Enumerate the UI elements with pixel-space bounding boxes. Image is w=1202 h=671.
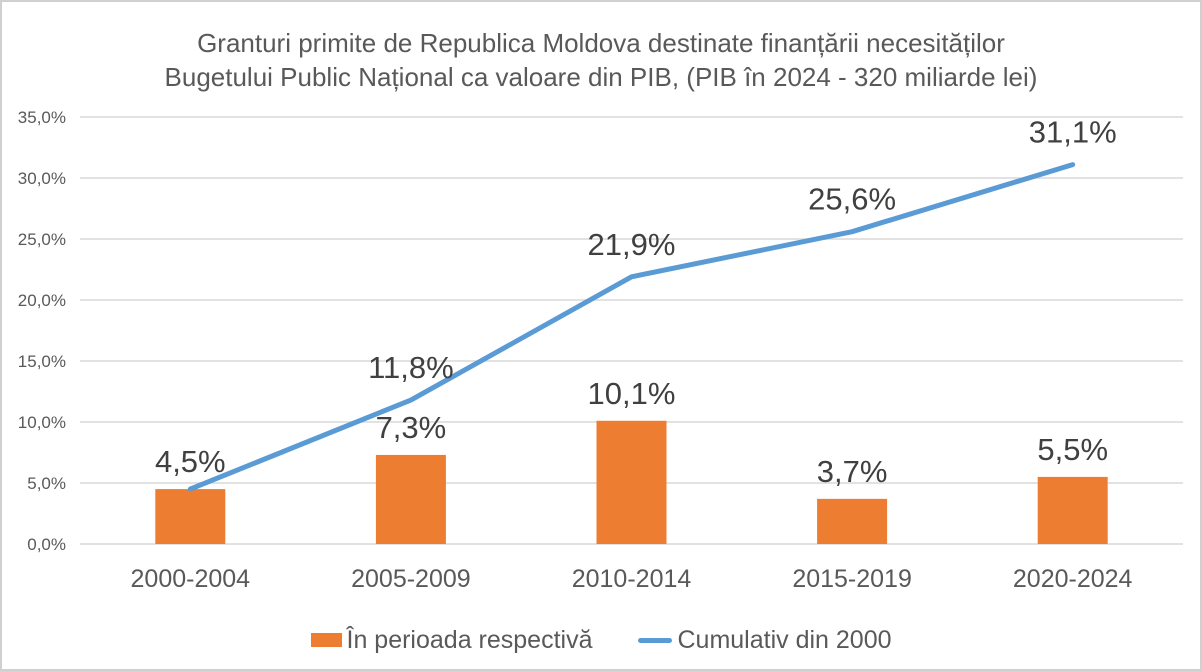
bar-data-label: 4,5%: [155, 444, 226, 479]
line-data-label: 11,8%: [368, 350, 454, 385]
bar-data-label: 5,5%: [1037, 432, 1108, 467]
line-series: [187, 162, 1076, 492]
line-series-marker-icon: [638, 637, 673, 643]
bar: [155, 489, 226, 544]
bar-series-swatch-icon: [310, 633, 342, 647]
chart-title: Granturi primite de Republica Moldova de…: [2, 26, 1200, 94]
y-axis-tick-label: 35,0%: [18, 108, 66, 127]
y-axis-tick-label: 25,0%: [18, 230, 66, 249]
line-series-label: Cumulativ din 2000: [677, 625, 892, 654]
x-axis-category-label: 2000-2004: [131, 565, 251, 593]
legend: În perioada respectivă Cumulativ din 200…: [2, 622, 1200, 658]
y-axis-tick-label: 0,0%: [27, 535, 66, 554]
line-data-label: 31,1%: [1029, 115, 1117, 150]
x-axis-category-label: 2005-2009: [351, 565, 471, 593]
line-data-label: 25,6%: [808, 182, 896, 217]
bar-series-label: În perioada respectivă: [346, 625, 593, 654]
y-axis-tick-label: 5,0%: [27, 474, 66, 493]
bar: [375, 454, 446, 544]
legend-item-line-series: Cumulativ din 2000: [638, 625, 892, 655]
x-axis-category-label: 2015-2019: [792, 565, 912, 593]
line-data-label: 21,9%: [588, 227, 676, 262]
x-axis-category-label: 2020-2024: [1013, 565, 1133, 593]
bar: [817, 498, 888, 544]
bar: [596, 420, 667, 544]
bar-data-label: 3,7%: [817, 454, 888, 489]
bar-data-label: 7,3%: [376, 410, 447, 445]
legend-item-bar-series: În perioada respectivă: [310, 625, 593, 655]
bar-data-label: 10,1%: [588, 376, 676, 411]
y-axis-tick-label: 30,0%: [18, 169, 66, 188]
bar: [1037, 476, 1108, 544]
y-axis-tick-label: 10,0%: [18, 413, 66, 432]
chart-title-line1: Granturi primite de Republica Moldova de…: [197, 28, 1005, 58]
y-axis-tick-label: 15,0%: [18, 352, 66, 371]
x-axis-category-label: 2010-2014: [572, 565, 692, 593]
chart-title-line2: Bugetului Public Național ca valoare din…: [164, 62, 1038, 92]
y-axis-tick-label: 20,0%: [18, 291, 66, 310]
